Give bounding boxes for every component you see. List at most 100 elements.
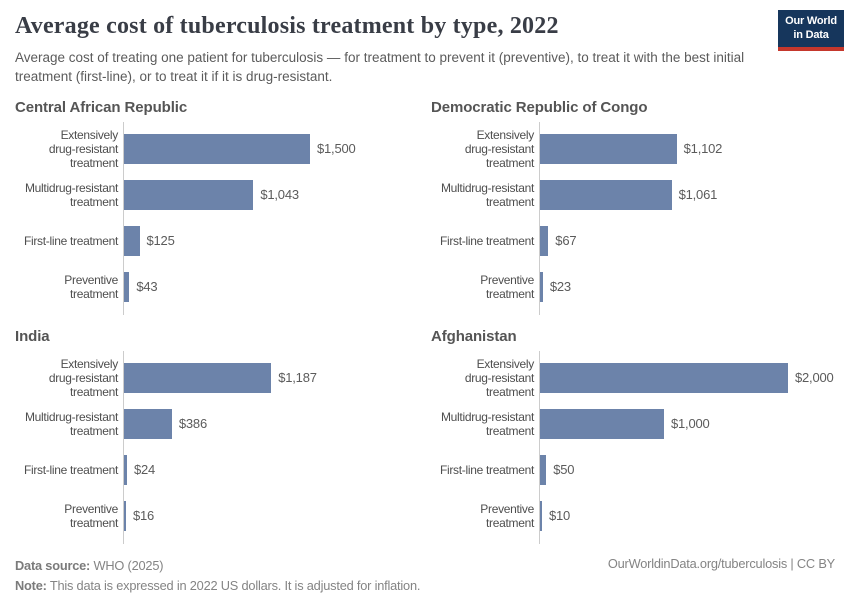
bar[interactable]: [124, 362, 272, 393]
bar-row: $1,043: [124, 172, 419, 218]
bar-row: $1,500: [124, 126, 419, 172]
bars-column: $2,000 $1,000 $50 $10: [539, 350, 835, 544]
footer: Data source: WHO (2025) Note: This data …: [15, 556, 835, 596]
bars-column: $1,500 $1,043 $125 $43: [123, 121, 419, 315]
bar[interactable]: [124, 133, 310, 164]
category-labels-column: Extensively drug-resistant treatment Mult…: [431, 122, 539, 315]
bar-row: $386: [124, 401, 419, 447]
bar[interactable]: [124, 454, 127, 485]
footer-left: Data source: WHO (2025) Note: This data …: [15, 556, 420, 596]
value-label: $1,000: [671, 416, 710, 432]
chart-subtitle: Average cost of treating one patient for…: [15, 49, 745, 85]
bar[interactable]: [540, 454, 547, 485]
note-label: Note:: [15, 577, 47, 593]
value-label: $16: [133, 508, 155, 524]
note-line: Note: This data is expressed in 2022 US …: [15, 576, 420, 596]
chart-panel: India Extensively drug-resistant treatme…: [15, 328, 419, 544]
chart-title: Average cost of tuberculosis treatment b…: [15, 13, 559, 39]
bar[interactable]: [540, 179, 672, 210]
value-label: $1,102: [683, 141, 723, 157]
category-label: Multidrug-resistant treatment: [440, 409, 534, 438]
chart-panel: Afghanistan Extensively drug-resistant t…: [431, 328, 835, 544]
panel-title: Afghanistan: [431, 327, 517, 345]
bar-row: $50: [540, 447, 835, 493]
bar[interactable]: [540, 271, 543, 302]
panel-title: Democratic Republic of Congo: [431, 98, 648, 116]
chart-header: Average cost of tuberculosis treatment b…: [15, 10, 844, 87]
bar-row: $43: [124, 264, 419, 310]
data-source-value: WHO (2025): [90, 557, 164, 573]
bar[interactable]: [124, 179, 254, 210]
bar[interactable]: [124, 225, 140, 256]
bar-row: $24: [124, 447, 419, 493]
category-label: Extensively drug-resistant treatment: [48, 127, 118, 170]
category-label: First-line treatment: [23, 462, 118, 477]
value-label: $1,043: [260, 187, 299, 203]
category-labels-column: Extensively drug-resistant treatment Mult…: [15, 351, 123, 544]
value-label: $1,061: [678, 187, 718, 203]
chart-panel: Central African Republic Extensively dru…: [15, 99, 419, 315]
category-labels-column: Extensively drug-resistant treatment Mult…: [431, 351, 539, 544]
category-label: First-line treatment: [439, 462, 534, 477]
bar[interactable]: [540, 500, 542, 531]
value-label: $24: [133, 462, 156, 478]
category-label: Extensively drug-resistant treatment: [464, 127, 534, 170]
bar-row: $1,187: [124, 355, 419, 401]
value-label: $125: [146, 233, 175, 249]
bar[interactable]: [124, 271, 130, 302]
panel-title: Central African Republic: [15, 98, 188, 116]
category-label: Extensively drug-resistant treatment: [48, 356, 118, 399]
bars-column: $1,187 $386 $24 $16: [123, 350, 419, 544]
bar[interactable]: [540, 133, 677, 164]
bar-row: $1,102: [540, 126, 835, 172]
bar[interactable]: [540, 408, 664, 439]
bar-row: $67: [540, 218, 835, 264]
bar-row: $16: [124, 493, 419, 539]
category-label: Extensively drug-resistant treatment: [464, 356, 534, 399]
category-label: First-line treatment: [23, 233, 118, 248]
bar-row: $23: [540, 264, 835, 310]
value-label: $50: [553, 462, 575, 478]
category-label: Multidrug-resistant treatment: [24, 180, 118, 209]
category-label: Multidrug-resistant treatment: [440, 180, 534, 209]
value-label: $43: [136, 279, 158, 295]
bar[interactable]: [540, 225, 549, 256]
category-label: Multidrug-resistant treatment: [24, 409, 118, 438]
panels-grid: Central African Republic Extensively dru…: [15, 99, 835, 544]
bar[interactable]: [540, 362, 788, 393]
bar-row: $10: [540, 493, 835, 539]
bar-row: $125: [124, 218, 419, 264]
owid-logo-line2: in Data: [793, 28, 829, 41]
owid-logo-line1: Our World: [785, 15, 837, 27]
attribution-link[interactable]: OurWorldinData.org/tuberculosis | CC BY: [607, 555, 835, 571]
category-label: Preventive treatment: [64, 272, 118, 301]
panel-chart: Extensively drug-resistant treatment Mult…: [15, 350, 419, 544]
data-source-label: Data source:: [15, 557, 91, 573]
panel-title: India: [15, 327, 50, 345]
value-label: $67: [555, 233, 577, 249]
value-label: $23: [549, 279, 571, 295]
value-label: $2,000: [795, 370, 834, 386]
note-value: This data is expressed in 2022 US dollar…: [46, 577, 421, 593]
bar[interactable]: [124, 500, 126, 531]
bar-row: $2,000: [540, 355, 835, 401]
category-label: First-line treatment: [439, 233, 534, 248]
bar[interactable]: [124, 408, 172, 439]
category-labels-column: Extensively drug-resistant treatment Mult…: [15, 122, 123, 315]
data-source-line: Data source: WHO (2025): [15, 556, 420, 576]
owid-logo: Our World in Data: [778, 10, 844, 51]
panel-chart: Extensively drug-resistant treatment Mult…: [431, 350, 835, 544]
value-label: $386: [178, 416, 207, 432]
panel-chart: Extensively drug-resistant treatment Mult…: [431, 121, 835, 315]
panel-chart: Extensively drug-resistant treatment Mult…: [15, 121, 419, 315]
bars-column: $1,102 $1,061 $67 $23: [539, 121, 835, 315]
category-label: Preventive treatment: [480, 272, 534, 301]
bar-row: $1,061: [540, 172, 835, 218]
value-label: $1,500: [317, 141, 356, 157]
category-label: Preventive treatment: [480, 501, 534, 530]
category-label: Preventive treatment: [64, 501, 118, 530]
value-label: $1,187: [278, 370, 317, 386]
chart-panel: Democratic Republic of Congo Extensively…: [431, 99, 835, 315]
value-label: $10: [549, 508, 571, 524]
